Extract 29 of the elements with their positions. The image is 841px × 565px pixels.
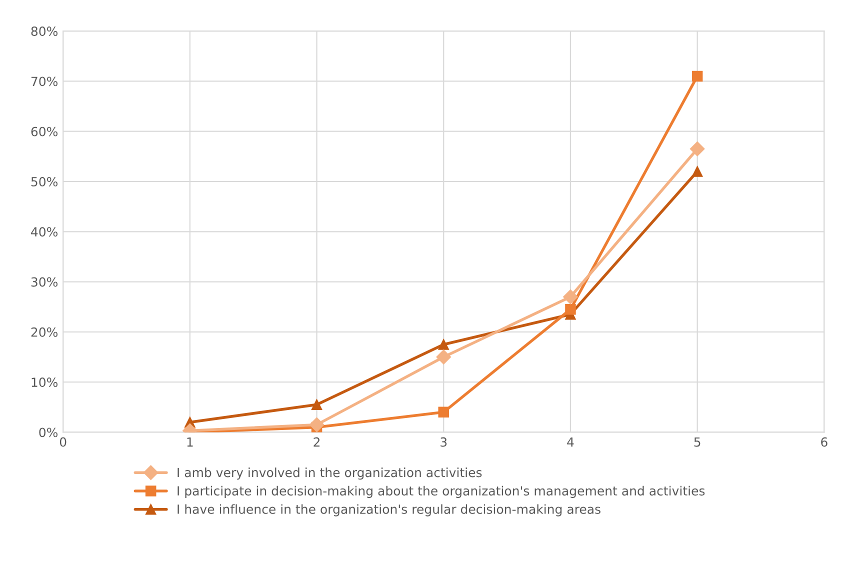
point [692,166,703,177]
y-tick-label: 30% [31,277,58,287]
point [438,339,450,350]
point [690,142,705,156]
legend-label: I participate in decision-making about the organization's management and activities [178,486,705,498]
y-tick-label: 10% [32,378,58,388]
point [438,406,450,418]
legend-label: I have influence in the organization's regular decision-making areas [178,504,600,516]
x-tick-label: 4 [567,437,574,447]
y-tick-label: 60% [31,126,58,136]
x-tick-label: 0 [60,437,66,447]
point [311,399,322,410]
x-tick-label: 3 [440,437,447,447]
point [436,350,452,364]
point [309,417,324,432]
y-tick-label: 50% [31,176,58,186]
point [563,289,578,304]
x-tick-label: 1 [187,437,193,447]
x-tick-label: 5 [694,437,700,447]
x-tick-label: 2 [314,437,320,447]
y-tick-label: 40% [31,227,58,237]
point [692,70,703,82]
y-tick-label: 20% [31,327,58,337]
y-tick-label: 80% [31,26,58,36]
legend-label: I amb very involved in the organization activities [178,468,482,480]
y-tick-label: 70% [31,76,58,86]
y-tick-label: 0% [39,428,58,438]
x-tick-label: 6 [821,437,828,447]
point [565,304,576,315]
